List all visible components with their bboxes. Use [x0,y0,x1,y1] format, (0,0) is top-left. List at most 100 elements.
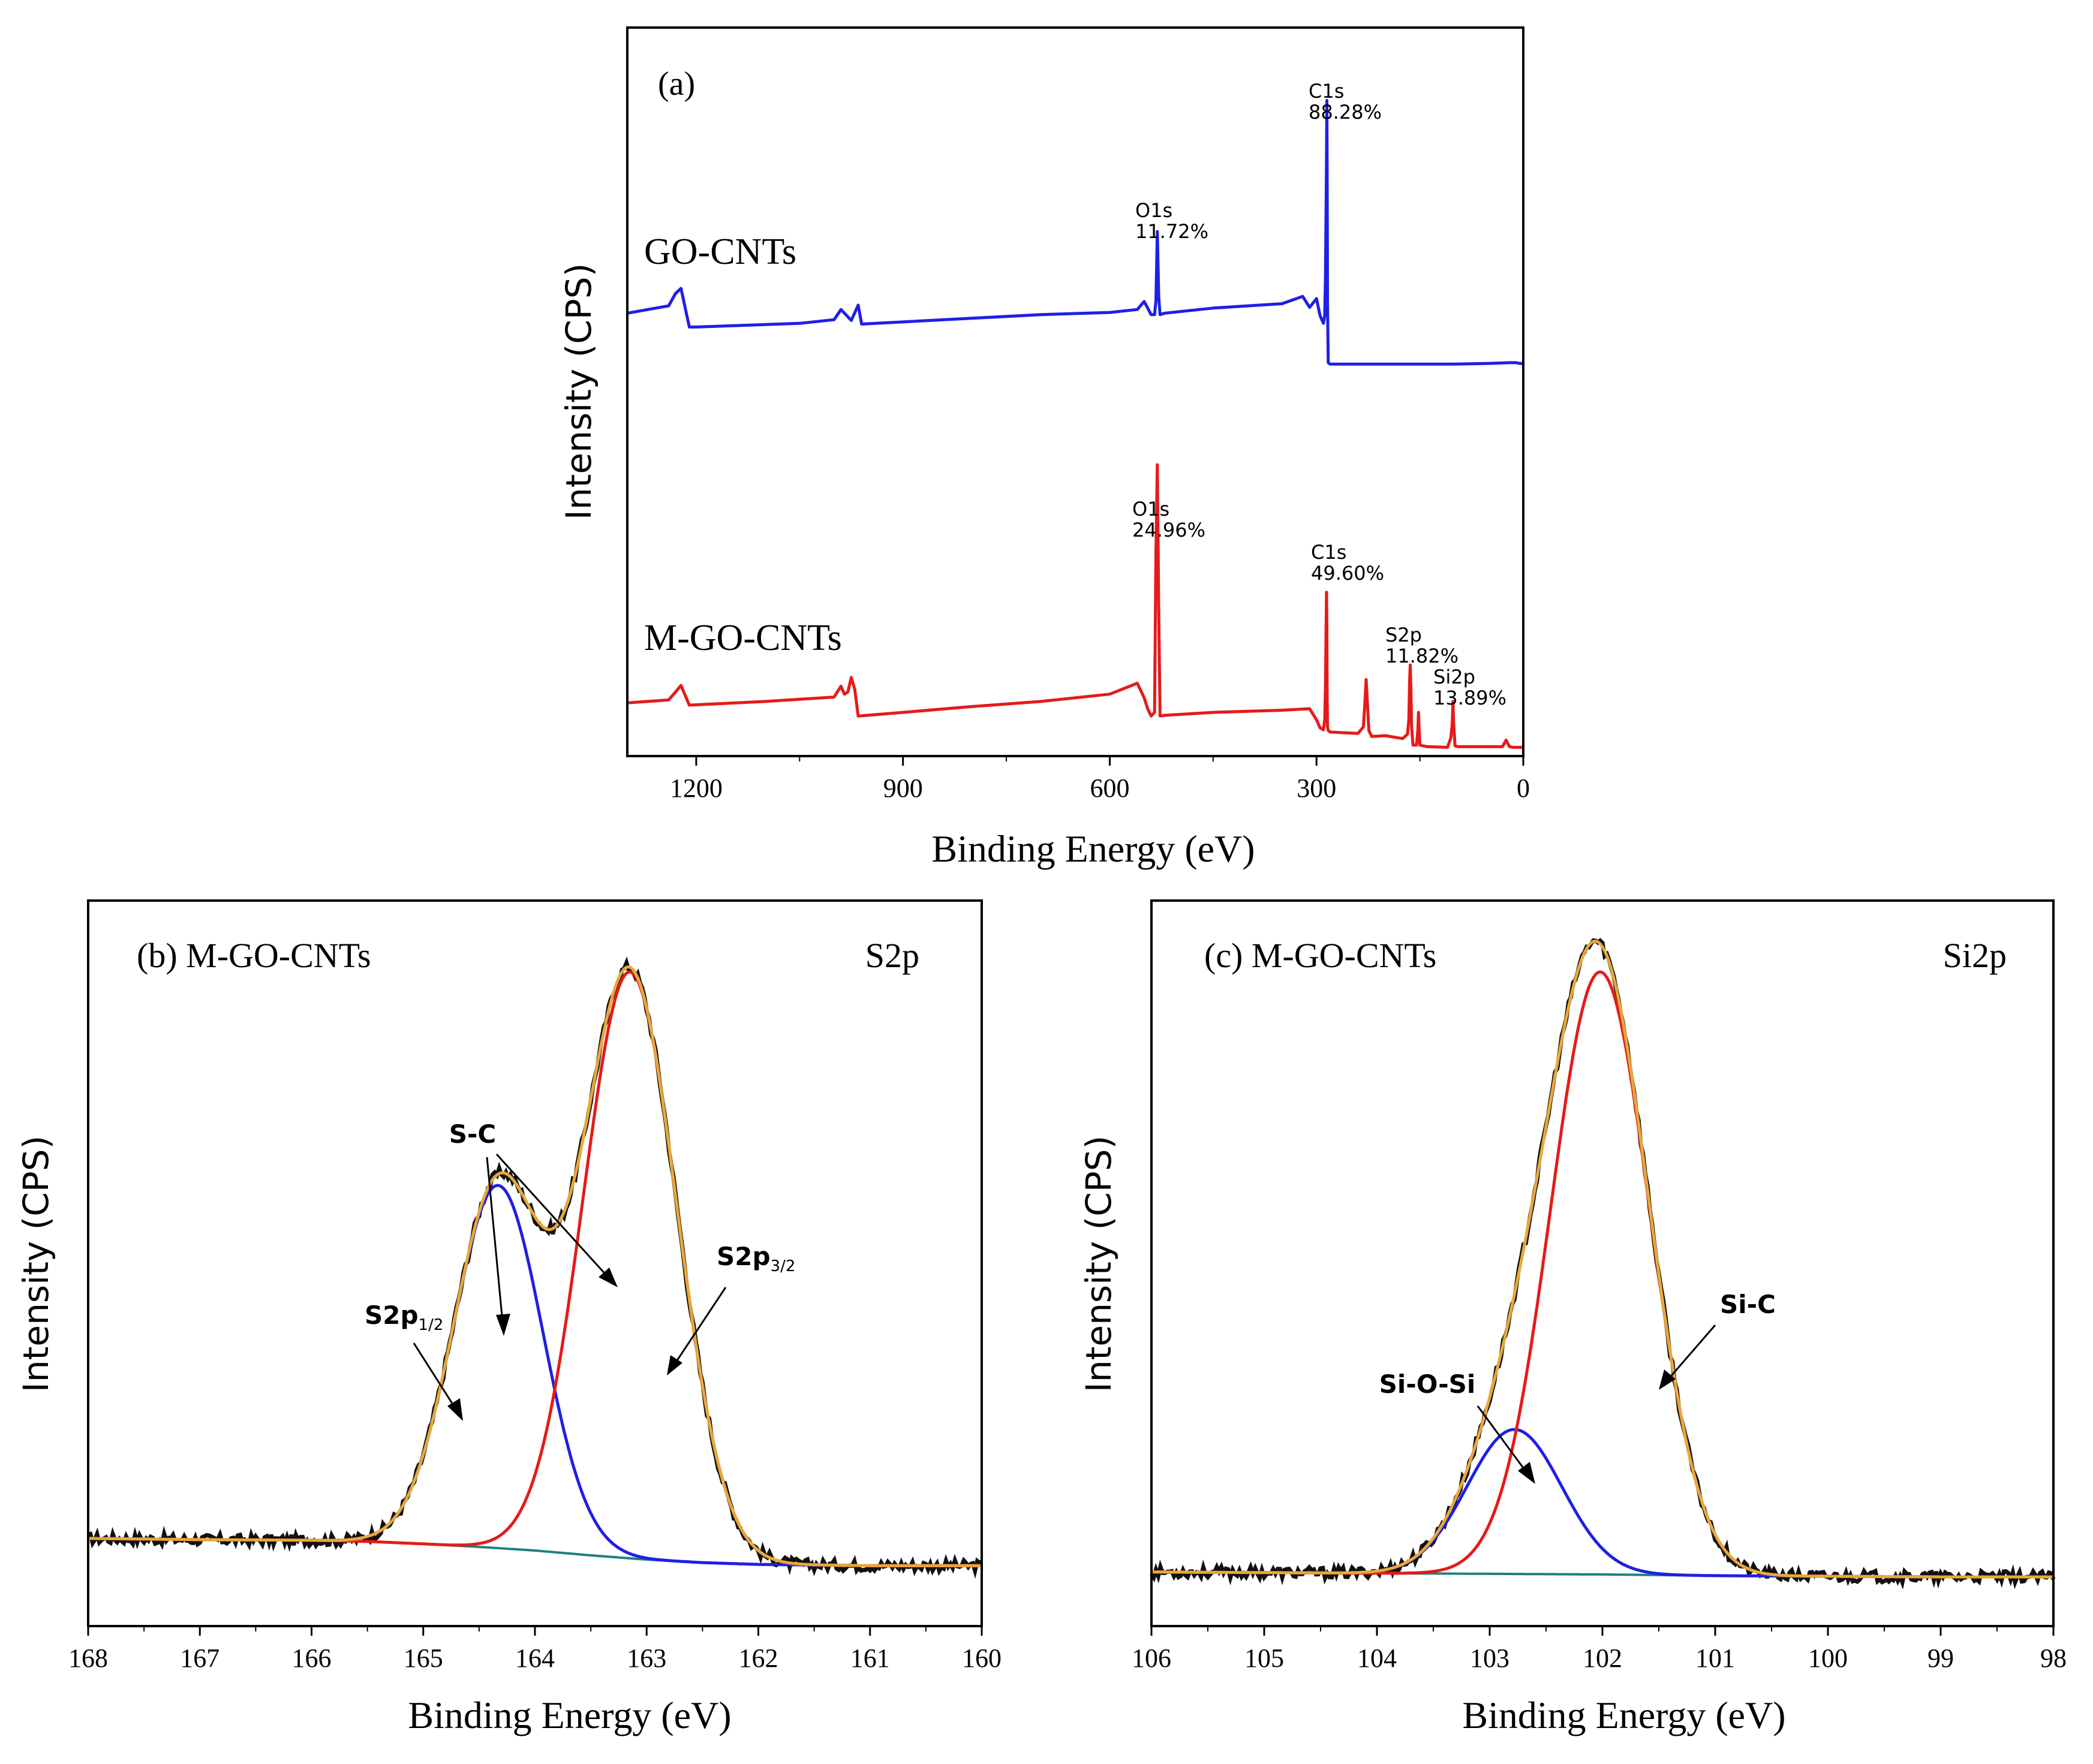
x-tick-label: 167 [180,1643,219,1673]
mgo-o1s-name: O1s [1132,498,1169,520]
panel-b-x-axis-label: Binding Energy (eV) [408,1694,731,1736]
mgo-si2p-name: Si2p [1433,666,1475,688]
go-c1s-percent: 88.28% [1309,101,1382,124]
panel-b-frame [87,899,983,1627]
panel-b-corner-label: S2p [865,936,919,975]
component-line [1151,970,2053,1579]
x-tick-label: 300 [1297,773,1336,803]
x-tick-label: 102 [1583,1643,1622,1673]
x-tick-label: 160 [962,1643,1002,1673]
component-line [1151,1428,2053,1579]
x-tick-label: 900 [883,773,923,803]
go-o1s-percent: 11.72% [1135,220,1208,243]
envelope-line [1151,940,2053,1579]
si-o-si-arrow [1476,1405,1527,1473]
panel-c-frame [1150,899,2055,1627]
panel-c-x-axis-label: Binding Energy (eV) [1462,1694,1785,1736]
s2p12-main: S2p [365,1301,419,1330]
s2p12-sub: 1/2 [419,1316,444,1334]
mgo-s2p-annotation: S2p 11.82% [1385,624,1459,667]
mgo-o1s-annotation: O1s 24.96% [1132,498,1205,541]
mgo-c1s-name: C1s [1311,541,1346,564]
s-c-label: S-C [449,1119,497,1149]
x-tick-label: 0 [1517,773,1530,803]
x-tick-label: 166 [292,1643,332,1673]
x-tick-label: 105 [1244,1643,1284,1673]
x-tick-label: 164 [515,1643,555,1673]
x-tick-label: 162 [739,1643,778,1673]
panel-c-arrows [1476,1324,1716,1484]
raw-spectrum-line [88,956,983,1579]
s-c-arrow-left-head [496,1314,510,1336]
go-c1s-name: C1s [1309,80,1344,103]
panel-c-x-ticks: 106 105 104 103 102 101 100 99 98 [1132,1626,2067,1673]
series-line-m-go-cnts [627,463,1523,749]
s2p32-main: S2p [717,1242,771,1271]
si-c-arrow [1667,1324,1716,1380]
x-tick-label: 103 [1470,1643,1509,1673]
si-o-si-label: Si-O-Si [1379,1369,1476,1399]
panel-b-title: (b) M-GO-CNTs [137,936,371,975]
go-o1s-annotation: O1s 11.72% [1135,199,1208,243]
x-tick-label: 168 [68,1643,108,1673]
s2p12-arrow [413,1342,457,1410]
mgo-s2p-percent: 11.82% [1385,645,1459,667]
go-cnts-curve-label: GO-CNTs [644,231,796,272]
mgo-o1s-percent: 24.96% [1132,519,1205,541]
x-tick-label: 101 [1695,1643,1735,1673]
panel-b-series [88,956,983,1579]
series-line-go-cnts [627,99,1523,366]
s2p12-arrow-head [447,1398,463,1421]
x-tick-label: 98 [2040,1643,2067,1673]
panel-a-series [627,99,1523,749]
x-tick-label: 99 [1927,1643,1954,1673]
panel-c-y-axis-label: Intensity (CPS) [1078,1136,1119,1392]
panel-a-label: (a) [658,65,695,103]
si-c-arrow-head [1659,1369,1676,1390]
panel-c-series [1150,938,2056,1590]
raw-spectrum-line [1150,938,2056,1590]
x-tick-label: 600 [1090,773,1129,803]
si-c-label: Si-C [1720,1290,1776,1319]
envelope-line [88,965,982,1567]
go-c1s-annotation: C1s 88.28% [1309,80,1382,124]
panel-a-x-ticks: 1200 900 600 300 0 [670,756,1530,803]
go-o1s-name: O1s [1135,199,1172,222]
si-o-si-arrow-head [1518,1462,1535,1484]
s2p32-arrow [673,1287,727,1365]
panel-a-y-axis-label: Intensity (CPS) [558,263,599,520]
panel-b-arrows [413,1153,727,1421]
panel-a: 1200 900 600 300 0 (a) GO-CNTs M-GO-CNTs Bin… [558,26,1530,870]
x-tick-label: 106 [1132,1643,1171,1673]
mgo-c1s-percent: 49.60% [1311,562,1384,585]
panel-c-corner-label: Si2p [1943,936,2007,975]
s2p12-label: S2p1/2 [365,1301,443,1334]
x-tick-label: 163 [627,1643,666,1673]
s-c-arrow-right [495,1153,609,1278]
s-c-arrow-right-head [599,1268,618,1287]
x-tick-label: 1200 [670,773,723,803]
x-tick-label: 165 [404,1643,443,1673]
x-tick-label: 161 [850,1643,890,1673]
panel-b: 168 167 166 165 164 163 162 161 160 (b) M-GO-CNT… [16,899,1002,1736]
panel-b-x-ticks: 168 167 166 165 164 163 162 161 160 [68,1626,1002,1673]
panel-a-x-axis-label: Binding Energy (eV) [931,827,1255,870]
mgo-si2p-percent: 13.89% [1433,687,1506,709]
x-tick-label: 100 [1808,1643,1848,1673]
mgo-s2p-name: S2p [1385,624,1422,646]
panel-b-y-axis-label: Intensity (CPS) [16,1136,56,1392]
panel-a-frame [626,26,1524,757]
s2p32-label: S2p3/2 [717,1242,795,1275]
mgo-si2p-annotation: Si2p 13.89% [1433,666,1506,709]
component-line [88,970,982,1567]
s2p32-sub: 3/2 [771,1257,796,1275]
panel-c-title: (c) M-GO-CNTs [1204,936,1436,975]
m-go-cnts-curve-label: M-GO-CNTs [644,618,842,658]
mgo-c1s-annotation: C1s 49.60% [1311,541,1384,585]
component-line [88,1184,982,1567]
s-c-arrow-left [486,1157,504,1323]
s2p32-arrow-head [667,1355,682,1375]
x-tick-label: 104 [1357,1643,1397,1673]
panel-c: 106 105 104 103 102 101 100 99 98 (c) M-GO-CNTs … [1078,899,2067,1736]
